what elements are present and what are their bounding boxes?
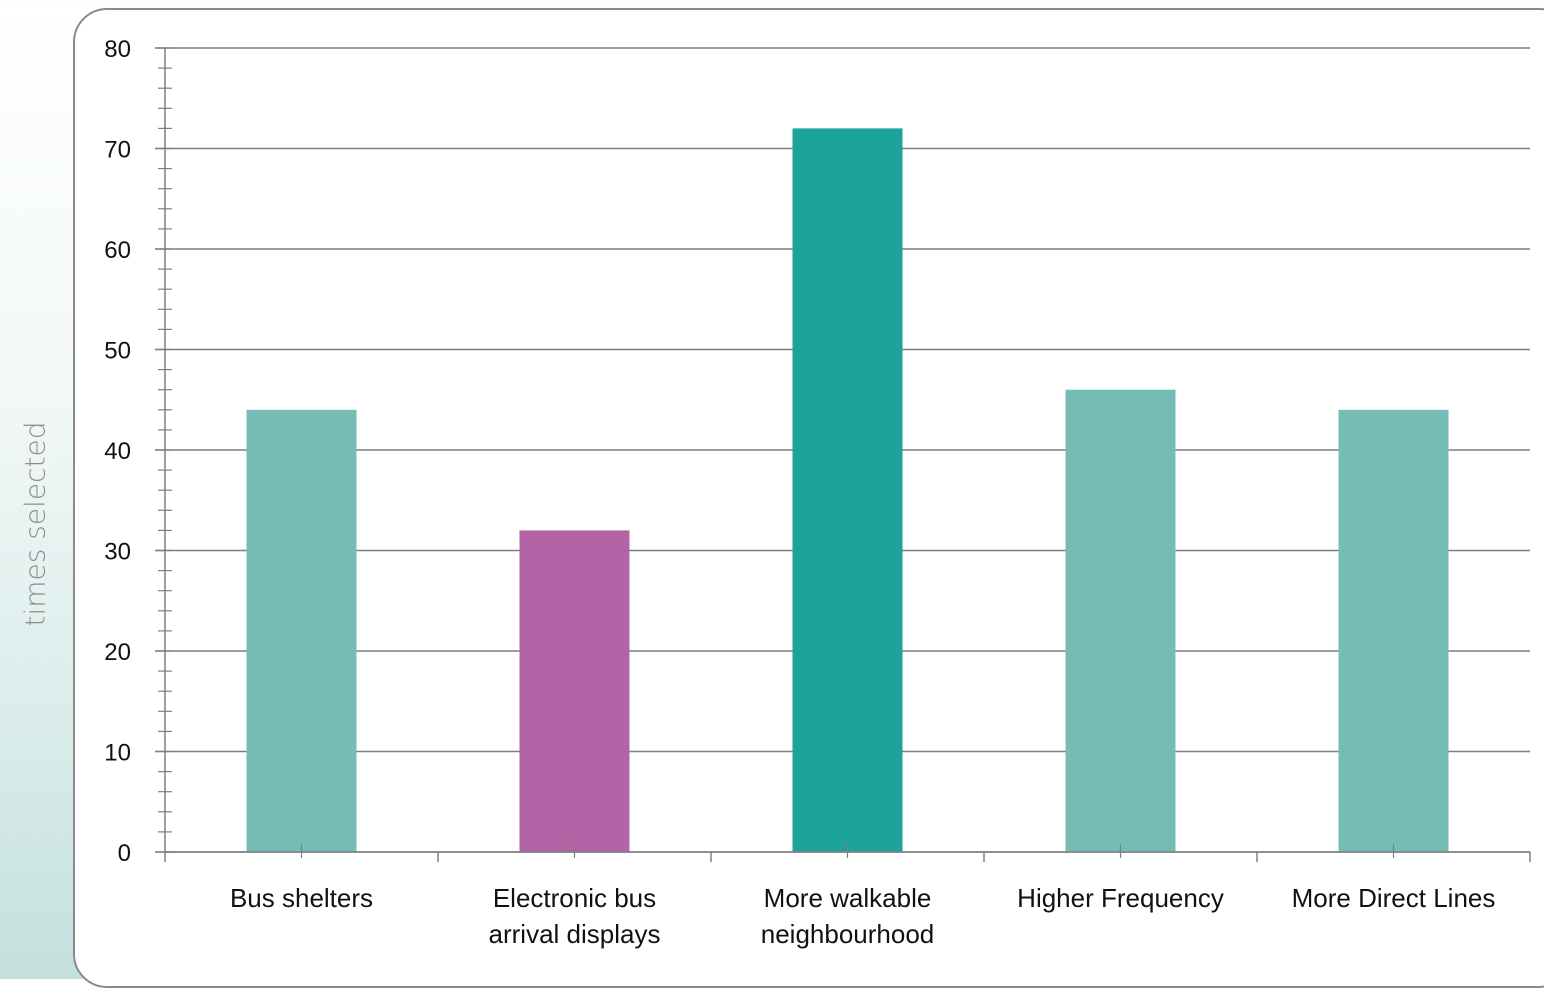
axes — [155, 47, 1531, 862]
x-category-labels: Bus shelters Electronic bus arrival displa… — [230, 883, 1495, 949]
y-tick-label: 10 — [104, 740, 131, 767]
y-tick-label: 80 — [104, 36, 131, 63]
x-category-label: Electronic bus — [493, 883, 656, 913]
y-tick-label: 30 — [104, 539, 131, 566]
y-tick-label: 70 — [104, 137, 131, 164]
bar — [792, 128, 903, 852]
x-category-label: More Direct Lines — [1292, 883, 1496, 913]
x-category-label: Bus shelters — [230, 883, 373, 913]
bars — [246, 128, 1449, 852]
bar — [1065, 389, 1176, 852]
y-tick-label: 40 — [104, 438, 131, 465]
bar — [519, 530, 630, 852]
bar — [1338, 409, 1449, 852]
y-tick-label: 60 — [104, 237, 131, 264]
y-tick-label: 0 — [118, 840, 131, 867]
x-category-label: More walkable — [764, 883, 932, 913]
y-tick-label: 20 — [104, 639, 131, 666]
y-tick-label: 50 — [104, 338, 131, 365]
x-category-label: arrival displays — [489, 919, 661, 949]
y-tick-labels: 0 10 20 30 40 50 60 70 80 — [104, 36, 131, 867]
bar — [246, 409, 357, 852]
x-category-label: Higher Frequency — [1017, 883, 1224, 913]
x-category-label: neighbourhood — [761, 919, 935, 949]
